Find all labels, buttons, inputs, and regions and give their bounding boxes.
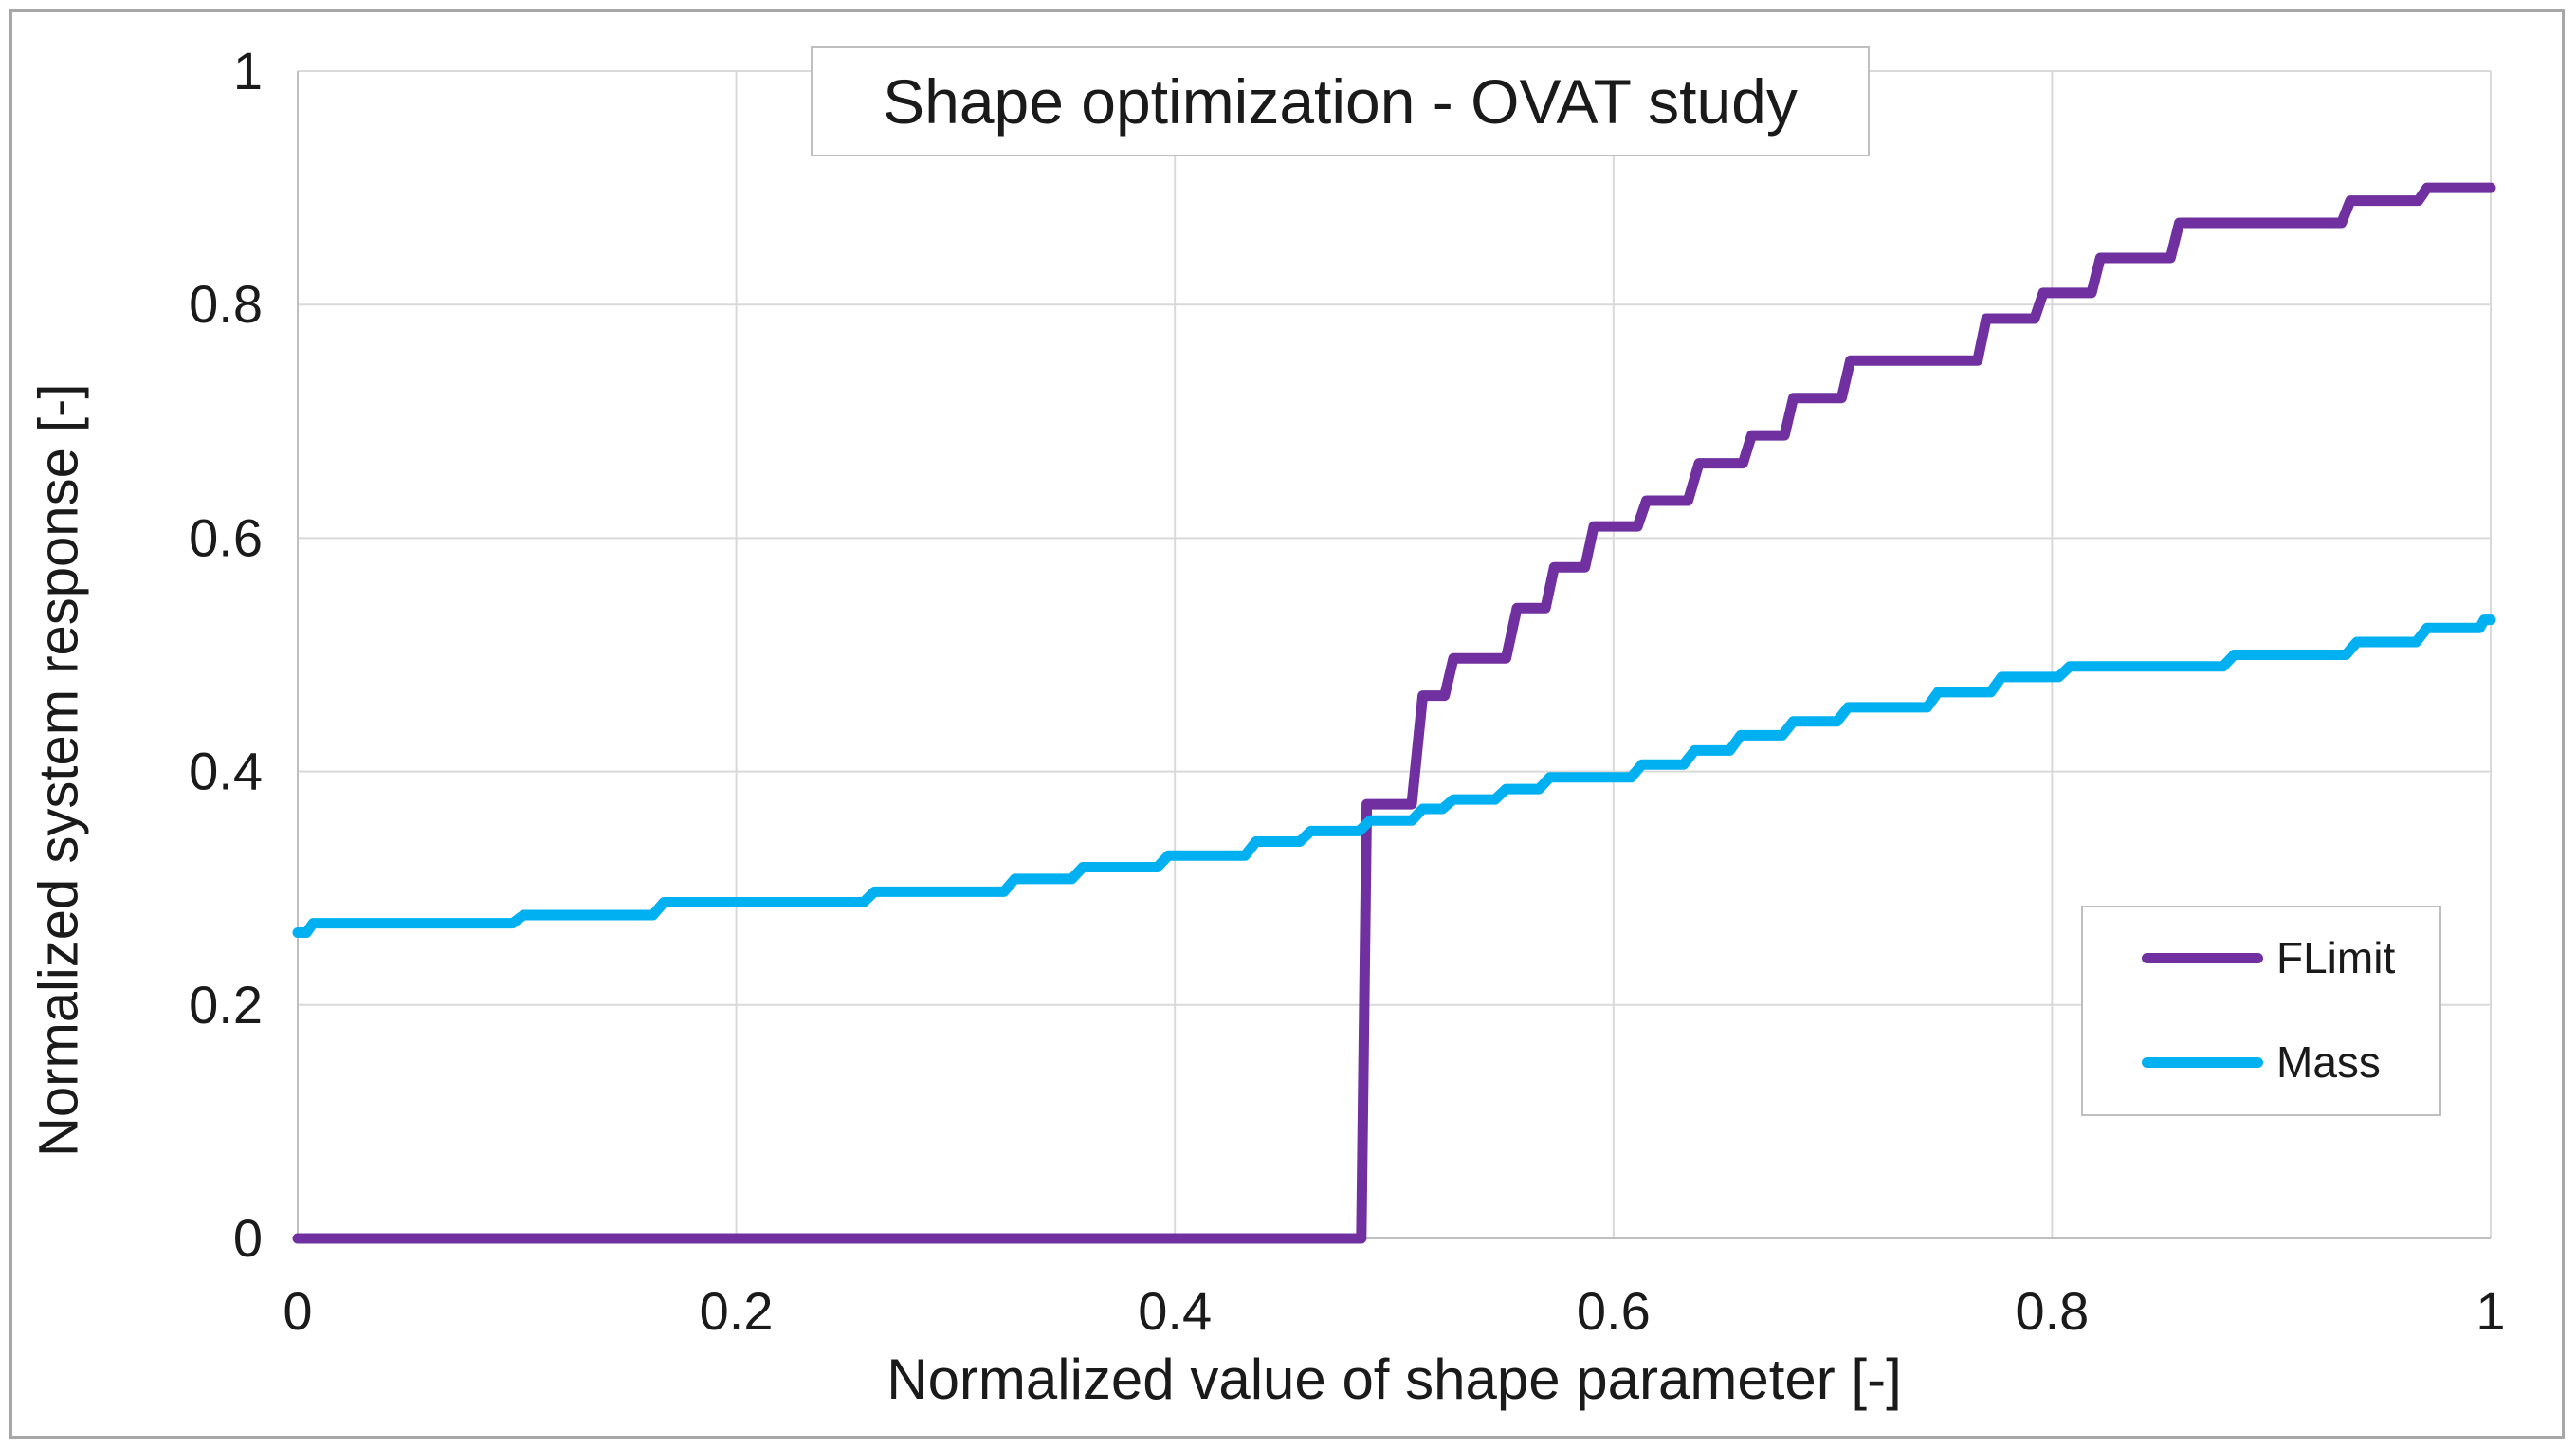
x-tick-label: 0.8 [2015, 1281, 2089, 1341]
y-tick-label: 0.2 [189, 975, 263, 1035]
chart-title: Shape optimization - OVAT study [883, 66, 1798, 137]
x-tick-label: 0 [283, 1281, 312, 1341]
series-line-flimit [292, 182, 2496, 1244]
legend-label-mass: Mass [2276, 1037, 2381, 1087]
y-tick-label: 0.4 [189, 742, 263, 801]
y-axis-title: Normalized system response [-] [27, 383, 90, 1157]
legend-item-flimit: FLimit [2083, 933, 2439, 982]
x-tick-label: 1 [2476, 1281, 2505, 1341]
y-tick-label: 0 [233, 1208, 263, 1268]
x-axis-title: Normalized value of shape parameter [-] [886, 1347, 1902, 1411]
y-tick-label: 0.6 [189, 507, 263, 567]
legend: FLimit Mass [2081, 906, 2441, 1116]
series-line-mass [292, 614, 2496, 938]
y-tick-label: 0.8 [189, 274, 263, 334]
y-tick-label: 1 [233, 41, 263, 101]
mass-line-swatch [2142, 1056, 2263, 1068]
x-tick-label: 0.4 [1138, 1281, 1212, 1341]
x-tick-label: 0.6 [1577, 1281, 1651, 1341]
legend-label-flimit: FLimit [2276, 933, 2396, 982]
flimit-line-swatch [2142, 952, 2263, 963]
legend-item-mass: Mass [2083, 1037, 2439, 1087]
x-tick-label: 0.2 [700, 1281, 774, 1341]
chart-title-box: Shape optimization - OVAT study [811, 46, 1870, 156]
